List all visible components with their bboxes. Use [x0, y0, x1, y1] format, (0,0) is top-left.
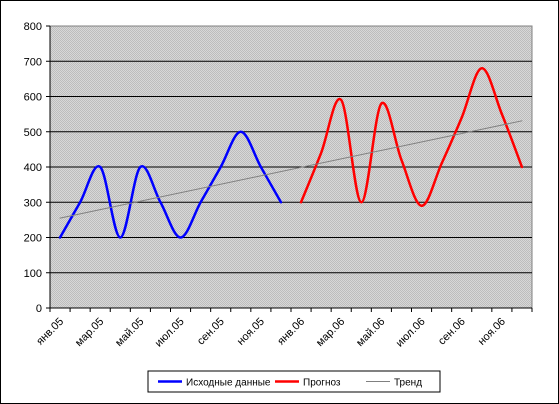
y-tick-label: 800: [24, 21, 42, 33]
gridlines: [50, 60, 532, 274]
y-tick-label: 600: [24, 92, 42, 104]
legend-label-trend: Тренд: [394, 378, 422, 389]
y-tick-label: 300: [24, 197, 42, 209]
series-line-forecast: [299, 67, 524, 208]
y-tick-label: 100: [24, 268, 42, 280]
y-tick-label: 400: [24, 162, 42, 174]
legend: Исходные данные Прогноз Тренд: [147, 370, 441, 393]
legend-label-original-data: Исходные данные: [186, 378, 271, 389]
series-line-original-data: [58, 130, 283, 239]
y-tick-label: 700: [24, 56, 42, 68]
y-tick-label: 0: [36, 303, 42, 315]
series-lines: [58, 67, 524, 239]
legend-label-forecast: Прогноз: [303, 378, 341, 389]
series-line-trend: [59, 120, 523, 219]
y-tick-label: 500: [24, 127, 42, 139]
y-tick-label: 200: [24, 233, 42, 245]
